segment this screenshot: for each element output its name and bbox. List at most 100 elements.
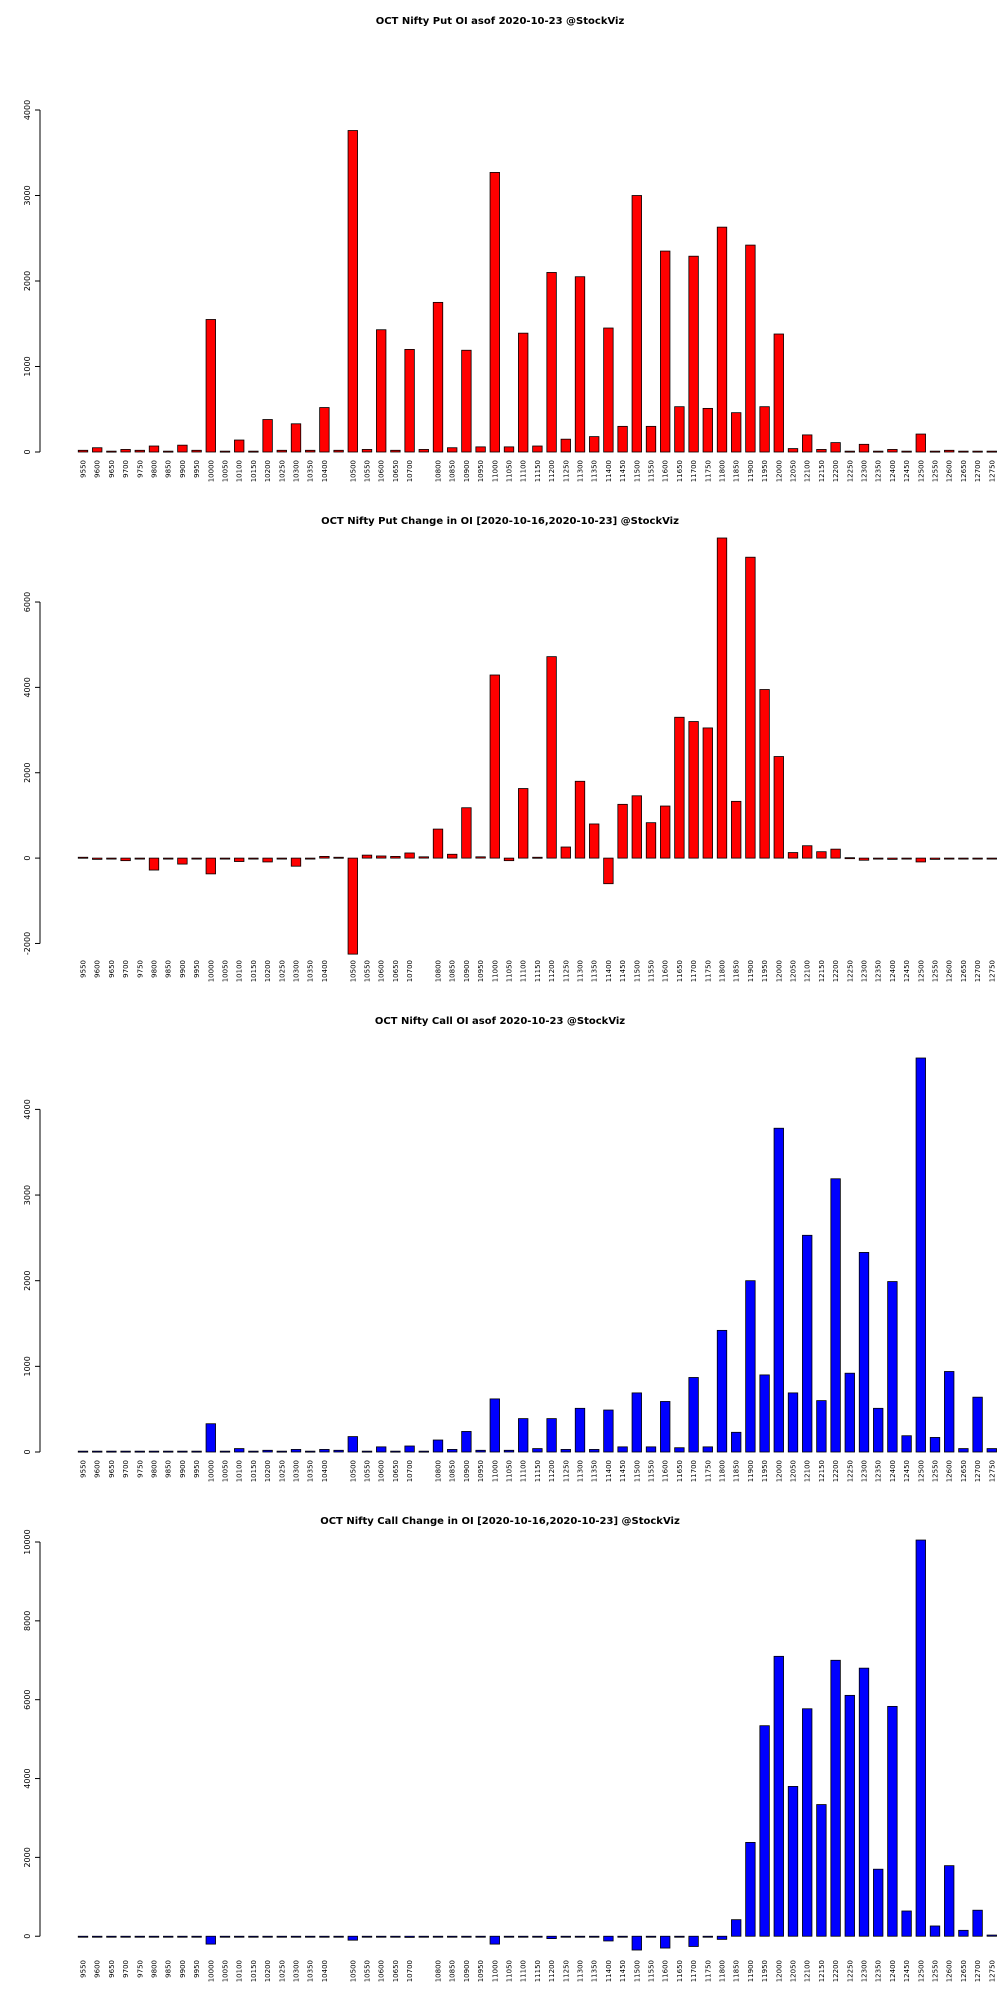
x-tick-label: 10100	[236, 960, 244, 982]
bar-11500	[631, 1935, 642, 1951]
bar-10600	[376, 1446, 387, 1453]
bar-10850	[447, 1449, 458, 1453]
x-tick-label: 9950	[193, 1460, 201, 1478]
x-tick-label: 10200	[264, 1460, 272, 1482]
bar-10100	[234, 1448, 245, 1453]
x-tick-label: 12500	[917, 1460, 925, 1482]
bar-10700	[404, 1935, 415, 1938]
bar-12000	[773, 1655, 784, 1937]
bar-11050	[503, 446, 515, 453]
bar-12400	[887, 1281, 898, 1453]
bar-10150	[248, 450, 259, 453]
bar-11650	[674, 1447, 685, 1453]
bar-10300	[290, 423, 302, 453]
bar-9600	[92, 447, 103, 453]
bar-10850	[447, 1935, 458, 1938]
x-tick-label: 10000	[207, 960, 215, 982]
bar-12200	[830, 442, 841, 453]
bar-9650	[106, 1450, 117, 1453]
bar-11800	[716, 226, 728, 453]
x-tick-label: 10100	[236, 1960, 244, 1982]
x-tick-label: 12350	[875, 960, 883, 982]
bar-11950	[759, 1374, 770, 1453]
bar-10350	[305, 1935, 316, 1938]
y-tick-label: 0	[23, 856, 32, 861]
bar-12150	[816, 851, 827, 859]
y-tick-label: 3000	[23, 185, 32, 205]
bar-10700	[404, 852, 415, 859]
x-tick-label: 9650	[108, 960, 116, 978]
bar-11350	[589, 1935, 600, 1938]
bar-11900	[745, 1841, 756, 1937]
x-tick-label: 11000	[491, 1460, 499, 1482]
x-tick-label: 12200	[832, 960, 840, 982]
x-tick-label: 12100	[804, 960, 812, 982]
x-tick-label: 11750	[704, 460, 712, 482]
bar-12100	[802, 845, 813, 859]
x-tick-label: 10600	[378, 960, 386, 982]
x-tick-label: 11600	[662, 1960, 670, 1982]
y-tick-label: -2000	[23, 932, 32, 955]
bar-11850	[731, 1919, 742, 1937]
x-tick-label: 10950	[477, 460, 485, 482]
x-tick-label: 12550	[932, 960, 940, 982]
bar-12050	[787, 448, 799, 453]
x-tick-label: 9600	[94, 460, 102, 478]
x-tick-label: 12750	[988, 1960, 996, 1982]
x-tick-label: 11700	[690, 1960, 698, 1982]
bar-10450	[333, 449, 344, 453]
bar-11700	[688, 255, 699, 453]
bar-12200	[830, 848, 841, 859]
bar-11600	[660, 1401, 671, 1453]
x-tick-label: 10950	[477, 1460, 485, 1482]
bar-11350	[589, 436, 600, 453]
x-tick-label: 11450	[619, 460, 627, 482]
bar-9750	[134, 857, 145, 860]
x-tick-label: 9850	[165, 1960, 173, 1978]
bar-10650	[390, 449, 401, 453]
bar-12200	[830, 1178, 841, 1453]
bar-11250	[560, 846, 571, 859]
x-tick-label: 12350	[875, 1460, 883, 1482]
x-tick-label: 12300	[861, 1960, 869, 1982]
y-tick-label: 4000	[23, 100, 32, 120]
y-tick-label: 10000	[23, 1529, 32, 1554]
x-tick-label: 11350	[591, 960, 599, 982]
x-tick-label: 10250	[278, 460, 286, 482]
x-tick-label: 11200	[548, 1460, 556, 1482]
x-tick-label: 11000	[491, 1960, 499, 1982]
put-oi-chart: OCT Nifty Put OI asof 2020-10-23 @StockV…	[0, 0, 1000, 500]
bar-9650	[106, 857, 117, 860]
bar-10500	[347, 130, 358, 453]
bar-11050	[503, 1449, 515, 1453]
bar-11750	[702, 1935, 713, 1938]
bar-10400	[319, 855, 330, 859]
chart-title: OCT Nifty Put Change in OI [2020-10-16,2…	[321, 516, 679, 527]
bar-11100	[518, 788, 529, 859]
bar-11350	[589, 823, 600, 859]
x-tick-label: 10850	[449, 460, 457, 482]
x-tick-label: 10650	[392, 1960, 400, 1982]
x-tick-label: 11100	[520, 460, 528, 482]
x-tick-label: 12600	[946, 960, 954, 982]
x-tick-label: 10000	[207, 1960, 215, 1982]
x-tick-label: 10400	[321, 960, 329, 982]
x-tick-label: 11500	[633, 1460, 641, 1482]
bar-11750	[702, 1446, 713, 1453]
x-tick-label: 9750	[136, 960, 144, 978]
x-tick-label: 12050	[790, 460, 798, 482]
x-tick-label: 12450	[903, 960, 911, 982]
bar-9650	[106, 450, 117, 453]
y-tick-label: 0	[23, 1449, 32, 1454]
x-tick-label: 10900	[463, 1460, 471, 1482]
x-tick-label: 10250	[278, 1460, 286, 1482]
x-tick-label: 12200	[832, 1460, 840, 1482]
y-tick-label: 4000	[23, 1099, 32, 1119]
bar-12300	[858, 857, 870, 861]
x-tick-label: 12550	[932, 1460, 940, 1482]
bar-10550	[361, 449, 373, 453]
x-tick-label: 9600	[94, 1960, 102, 1978]
x-tick-label: 10900	[463, 460, 471, 482]
bar-10050	[219, 450, 231, 453]
bar-12250	[844, 1372, 855, 1453]
